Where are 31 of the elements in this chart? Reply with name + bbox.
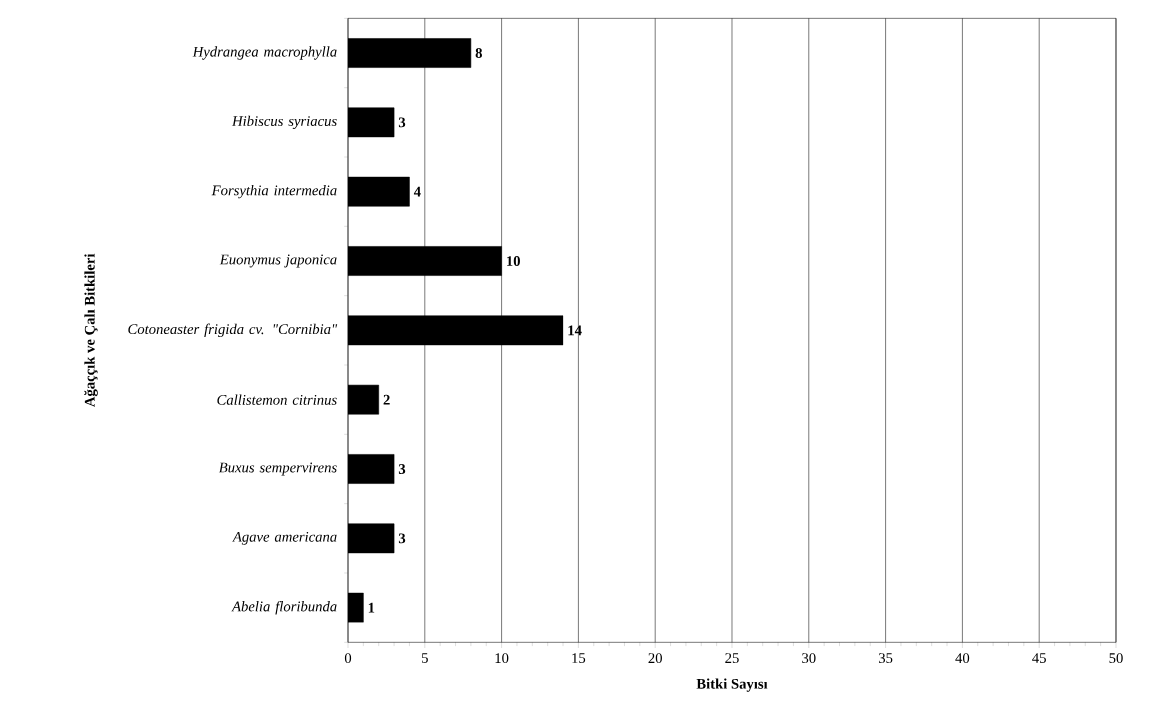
x-tick-label: 0 [344,653,352,664]
x-tick-label: 20 [648,653,662,664]
data-label: 3 [398,464,406,474]
y-tick-label: Hibiscus syriacus [231,115,337,130]
y-axis-title: Ağaççık ve Çalı Bitkileri [84,253,98,407]
y-tick-label: Euonymus japonica [219,254,337,268]
y-tick-label: Abelia floribunda [231,600,337,615]
x-tick-label: 45 [1032,653,1046,663]
data-label: 3 [398,533,406,544]
data-label: 1 [368,602,375,613]
x-tick-label: 5 [421,653,428,663]
data-label: 4 [413,186,421,197]
data-label: 14 [568,325,582,336]
x-tick-label: 40 [955,653,970,664]
y-tick-label: Callistemon citrinus [217,394,337,405]
y-tick-label: Cotoneaster frigida cv. "Cornibia" [128,323,338,338]
data-label: 8 [475,48,482,58]
data-label: 3 [398,117,406,128]
y-tick-label: Agave americana [232,531,337,545]
x-axis-title: Bitki Sayısı [696,678,768,692]
x-tick-label: 25 [725,653,739,664]
y-tick-label: Hydrangea macrophylla [192,46,337,60]
x-tick-label: 35 [878,653,893,664]
x-tick-label: 15 [572,653,586,663]
x-tick-label: 50 [1109,653,1123,664]
x-tick-label: 30 [802,653,816,664]
y-tick-label: Forsythia intermedia [211,185,337,199]
data-label: 10 [507,256,520,266]
y-tick-label: Buxus sempervirens [218,462,337,476]
data-label: 2 [383,394,390,405]
x-tick-label: 10 [495,653,509,664]
